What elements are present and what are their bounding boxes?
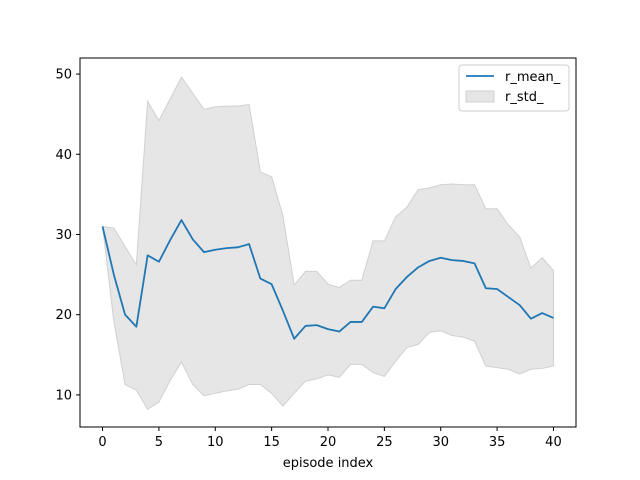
legend: r_mean_ r_std_ bbox=[458, 64, 570, 112]
x-tick-label: 35 bbox=[489, 435, 506, 450]
y-axis: 10 20 30 40 50 bbox=[55, 68, 80, 403]
y-tick-label: 20 bbox=[55, 308, 72, 323]
x-tick-label: 30 bbox=[432, 435, 449, 450]
x-axis: 0 5 10 15 20 25 30 35 40 bbox=[98, 427, 562, 450]
legend-swatch-std bbox=[465, 90, 495, 103]
y-tick-label: 10 bbox=[55, 388, 72, 403]
y-tick-label: 50 bbox=[55, 68, 72, 83]
legend-label-std: r_std_ bbox=[505, 90, 544, 105]
x-tick-label: 15 bbox=[263, 435, 280, 450]
x-tick-label: 25 bbox=[376, 435, 393, 450]
line-layer bbox=[101, 219, 554, 340]
x-tick-label: 0 bbox=[98, 435, 106, 450]
y-tick-label: 40 bbox=[55, 148, 72, 163]
mean-line bbox=[101, 219, 554, 340]
x-tick-label: 5 bbox=[155, 435, 163, 450]
x-tick-label: 10 bbox=[207, 435, 224, 450]
y-tick-label: 30 bbox=[55, 228, 72, 243]
x-tick-label: 20 bbox=[320, 435, 337, 450]
x-axis-label: episode index bbox=[283, 456, 374, 471]
legend-label-mean: r_mean_ bbox=[505, 70, 561, 85]
band-layer bbox=[101, 76, 554, 411]
std-band bbox=[101, 76, 554, 411]
x-tick-label: 40 bbox=[545, 435, 562, 450]
